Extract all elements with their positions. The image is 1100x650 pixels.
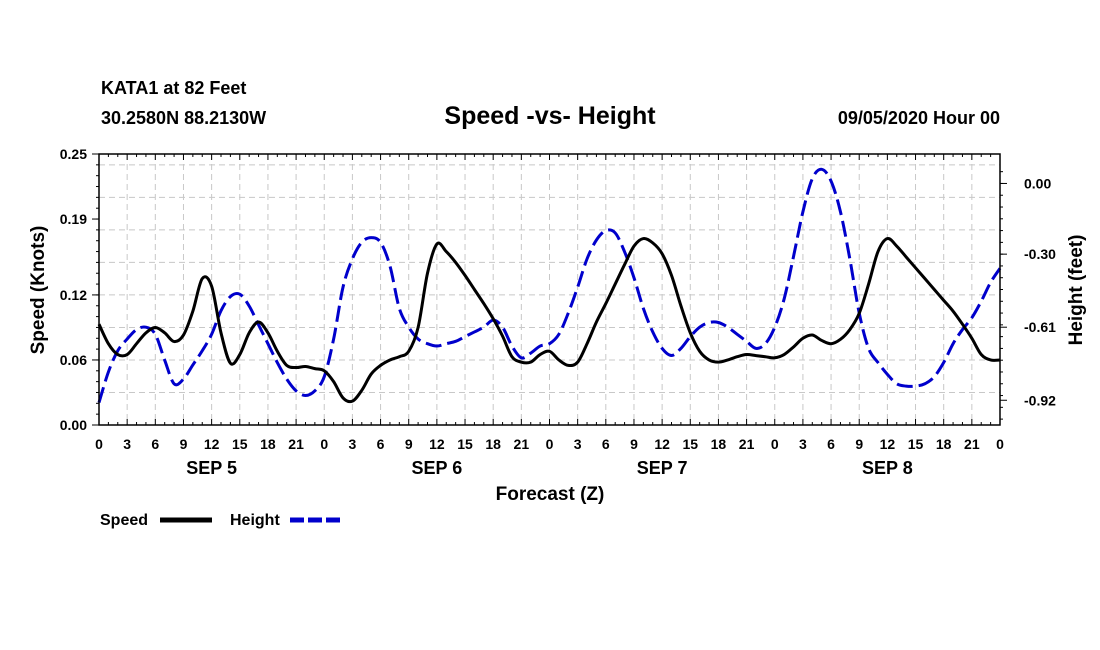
y-right-tick-label: -0.30 [1024, 246, 1056, 262]
x-tick-label: 12 [880, 436, 896, 452]
coordinates-label: 30.2580N 88.2130W [101, 108, 266, 128]
y-left-tick-label: 0.00 [60, 417, 87, 433]
x-tick-label: 18 [260, 436, 276, 452]
x-tick-label: 6 [827, 436, 835, 452]
chart-title: Speed -vs- Height [444, 102, 656, 130]
x-tick-label: 6 [377, 436, 385, 452]
day-label: SEP 8 [862, 458, 913, 478]
y-right-tick-label: 0.00 [1024, 175, 1051, 191]
x-tick-label: 3 [799, 436, 807, 452]
y-left-tick-label: 0.06 [60, 352, 87, 368]
x-tick-label: 15 [457, 436, 473, 452]
x-tick-label: 12 [204, 436, 220, 452]
day-label: SEP 7 [637, 458, 688, 478]
x-tick-label: 18 [485, 436, 501, 452]
x-tick-label: 18 [711, 436, 727, 452]
x-tick-label: 0 [771, 436, 779, 452]
x-tick-label: 6 [151, 436, 159, 452]
legend: Speed Height [100, 512, 342, 529]
x-tick-label: 12 [429, 436, 445, 452]
x-tick-label: 0 [546, 436, 554, 452]
y-left-tick-label: 0.12 [60, 287, 87, 303]
series-line-height [97, 167, 1002, 404]
series-line-speed [97, 236, 1001, 404]
x-axis-label: Forecast (Z) [496, 484, 605, 505]
x-tick-label: 3 [349, 436, 357, 452]
x-tick-label: 0 [320, 436, 328, 452]
x-tick-label: 9 [630, 436, 638, 452]
day-label: SEP 6 [412, 458, 463, 478]
x-tick-label: 21 [288, 436, 304, 452]
grid [99, 154, 1000, 425]
x-tick-label: 3 [123, 436, 131, 452]
day-label: SEP 5 [186, 458, 237, 478]
x-tick-label: 21 [739, 436, 755, 452]
x-tick-label: 6 [602, 436, 610, 452]
station-label: KATA1 at 82 Feet [101, 78, 246, 98]
y-axis-left-label: Speed (Knots) [28, 226, 49, 355]
datetime-label: 09/05/2020 Hour 00 [838, 108, 1000, 128]
series-layer [97, 167, 1002, 404]
x-tick-label: 9 [180, 436, 188, 452]
x-tick-label: 15 [682, 436, 698, 452]
x-tick-label: 18 [936, 436, 952, 452]
x-tick-label: 0 [95, 436, 103, 452]
y-left-tick-label: 0.25 [60, 146, 87, 162]
x-tick-label: 21 [514, 436, 530, 452]
x-tick-label: 21 [964, 436, 980, 452]
y-left-tick-label: 0.19 [60, 211, 87, 227]
x-tick-label: 3 [574, 436, 582, 452]
legend-height-label: Height [230, 512, 280, 529]
x-tick-label: 0 [996, 436, 1004, 452]
y-axis-right-label: Height (feet) [1066, 235, 1087, 346]
x-tick-label: 12 [654, 436, 670, 452]
x-tick-label: 9 [405, 436, 413, 452]
x-tick-label: 15 [908, 436, 924, 452]
x-tick-label: 15 [232, 436, 248, 452]
y-right-tick-label: -0.61 [1024, 319, 1056, 335]
y-right-tick-label: -0.92 [1024, 392, 1056, 408]
legend-speed-label: Speed [100, 512, 148, 529]
x-tick-label: 9 [855, 436, 863, 452]
axis-ticks: 0 3 6 9 12 15 18 21 0 3 6 9 12 15 18 21 0 3 6 9 12 15 18 21 0 3 6 9… [60, 146, 1056, 478]
